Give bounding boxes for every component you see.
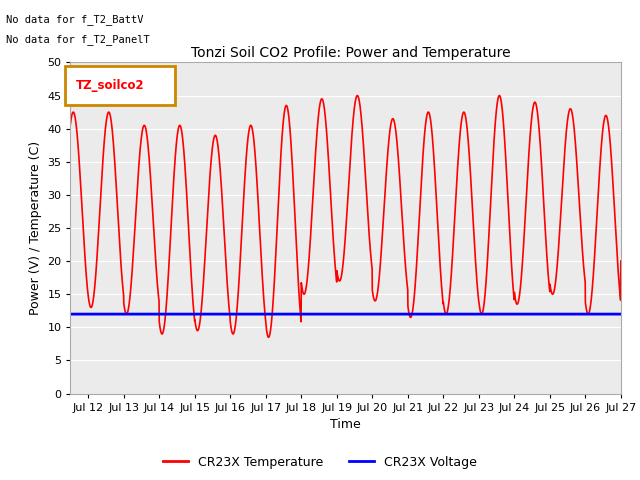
Y-axis label: Power (V) / Temperature (C): Power (V) / Temperature (C) [29, 141, 42, 315]
X-axis label: Time: Time [330, 418, 361, 431]
Text: No data for f_T2_BattV: No data for f_T2_BattV [6, 14, 144, 25]
Legend: CR23X Temperature, CR23X Voltage: CR23X Temperature, CR23X Voltage [159, 451, 481, 474]
Text: No data for f_T2_PanelT: No data for f_T2_PanelT [6, 34, 150, 45]
Text: TZ_soilco2: TZ_soilco2 [76, 79, 145, 92]
FancyBboxPatch shape [65, 66, 175, 106]
Text: Tonzi Soil CO2 Profile: Power and Temperature: Tonzi Soil CO2 Profile: Power and Temper… [191, 46, 511, 60]
